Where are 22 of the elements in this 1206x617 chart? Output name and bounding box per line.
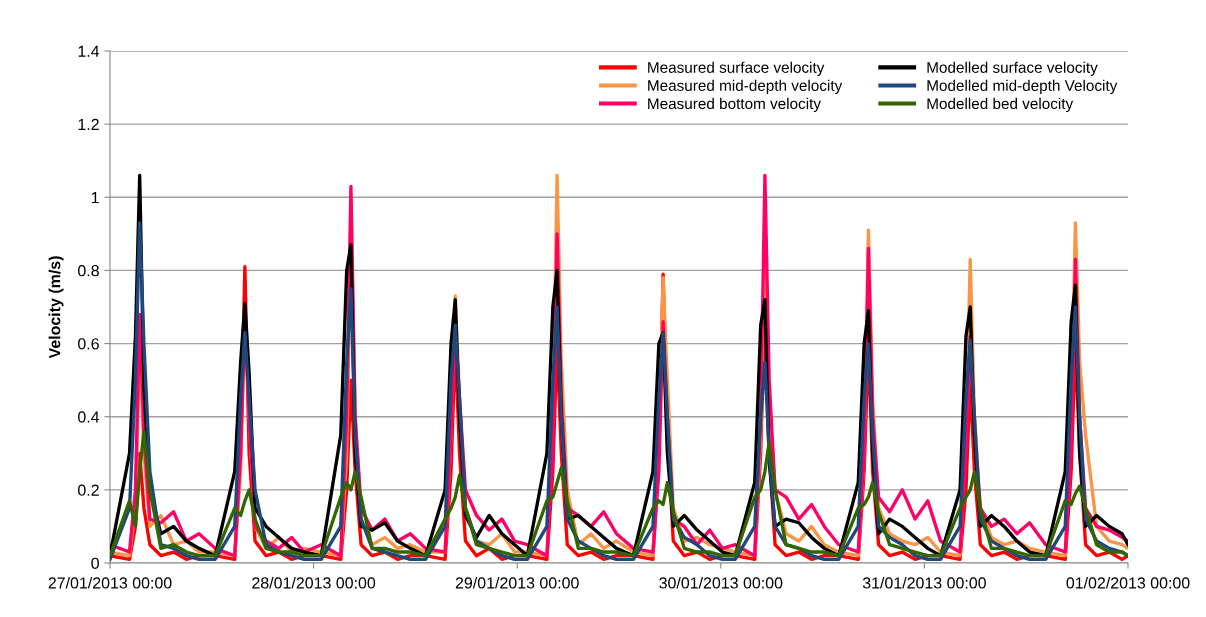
y-tick-label: 0.4 xyxy=(78,411,100,423)
x-tick-label: 30/01/2013 00:00 xyxy=(659,576,783,589)
y-tick-label: 1.4 xyxy=(78,45,100,57)
x-tick-label: 01/02/2013 00:00 xyxy=(1066,576,1190,589)
y-tick-label: 0.6 xyxy=(78,338,99,350)
y-tick-label: 0.8 xyxy=(78,265,99,277)
legend-label: Measured bottom velocity xyxy=(648,97,821,113)
legend-label: Modelled surface velocity xyxy=(927,61,1098,76)
x-tick-label: 27/01/2013 00:00 xyxy=(48,576,172,589)
x-tick-label: 28/01/2013 00:00 xyxy=(252,576,376,589)
y-tick-label: 0.2 xyxy=(78,484,99,496)
legend-label: Measured surface velocity xyxy=(648,61,825,76)
line-series xyxy=(110,429,1128,558)
y-tick-label: 0 xyxy=(91,557,99,569)
legend-label: Measured mid-depth velocity xyxy=(648,79,843,94)
legend-label: Modelled mid-depth Velocity xyxy=(927,79,1118,94)
x-tick-label: 31/01/2013 00:00 xyxy=(862,576,986,589)
y-axis-title: Velocity (m/s) xyxy=(48,256,64,359)
y-tick-label: 1 xyxy=(91,192,99,204)
x-tick-label: 29/01/2013 00:00 xyxy=(455,576,579,589)
y-tick-label: 1.2 xyxy=(78,118,99,130)
legend-label: Modelled bed velocity xyxy=(927,97,1074,113)
